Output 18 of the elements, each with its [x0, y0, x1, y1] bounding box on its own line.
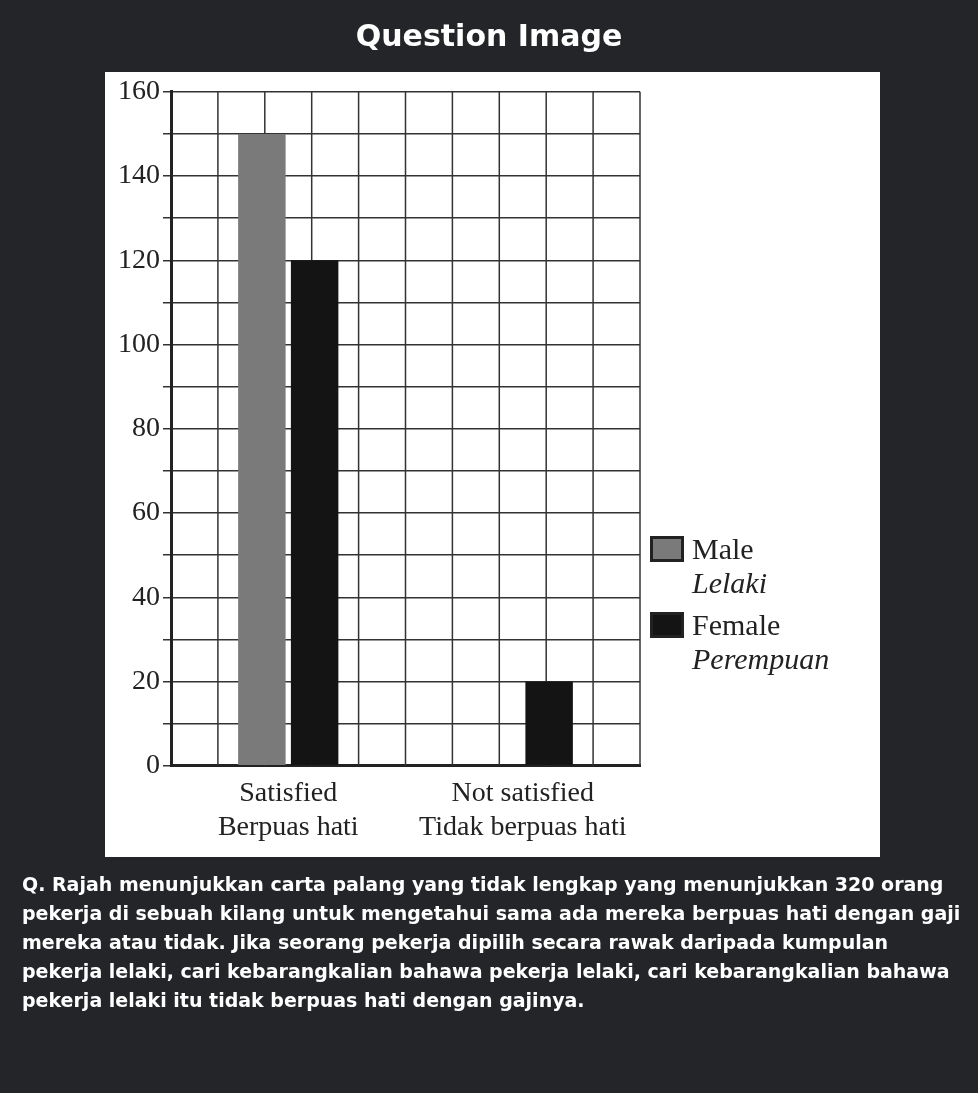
x-tick-label: Not satisfied Tidak berpuas hati	[419, 775, 627, 841]
text: Q. Rajah menunjukkan carta palang yang tidak lengkap yang menunjukkan 320 orang pekerja di sebuah kilang untuk mengetahui sama ada mereka berpuas hati dengan gaji mereka atau tidak. Jika seorang pekerja dipilih secara rawak daripada kumpulan pekerja lelaki, cari kebarangkalian bahawa pekerja lelaki, cari kebarangkalian bahawa pekerja lelaki itu tidak berpuas hati dengan gajinya.	[22, 872, 962, 1013]
x-tick-label: Satisfied Berpuas hati	[217, 775, 359, 841]
y-tick-label: 80	[132, 411, 160, 443]
y-tick-label: 40	[132, 579, 160, 611]
y-tick-label: 140	[118, 158, 160, 190]
y-tick-label: 160	[118, 74, 160, 106]
y-tick-label: 20	[132, 663, 160, 695]
legend-label: Male Lelaki	[692, 532, 767, 600]
chart-title: Question Image	[354, 17, 624, 55]
y-tick-label: 60	[132, 495, 160, 527]
bar	[525, 681, 573, 766]
bar	[238, 133, 286, 766]
y-tick-label: 100	[118, 326, 160, 358]
y-tick-label: 120	[118, 242, 160, 274]
legend-label: Female Perempuan	[692, 608, 830, 676]
y-tick-label: 0	[146, 748, 160, 780]
bar	[290, 260, 339, 766]
